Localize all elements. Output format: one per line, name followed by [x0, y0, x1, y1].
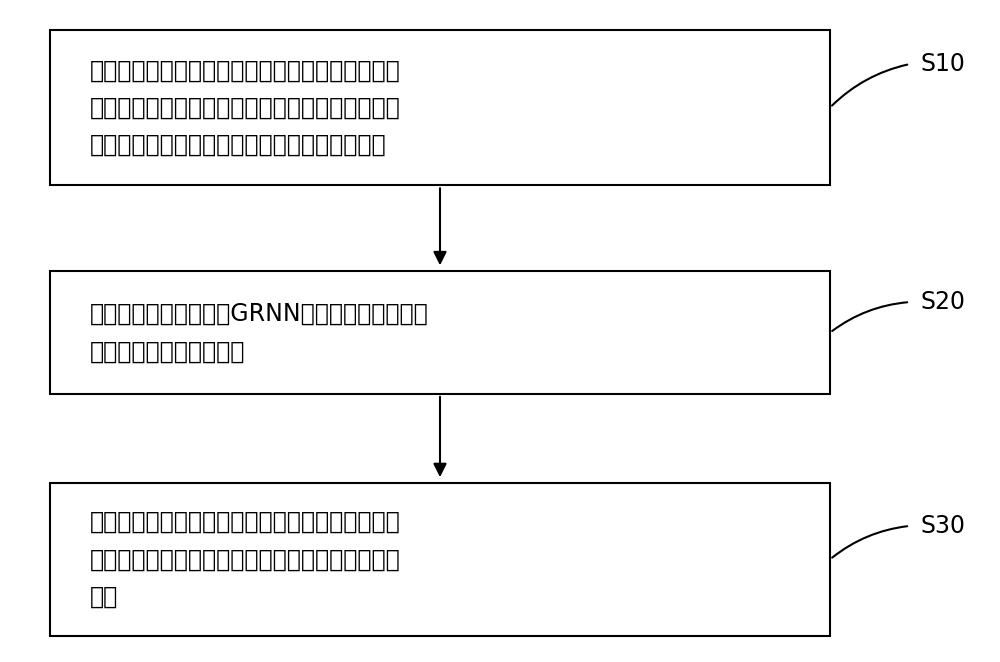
Text: 利用所述参数预测收率的模型预测的结果采用遗传
算法优化操作参数，以优化所述催化裂化装置轻油
收率: 利用所述参数预测收率的模型预测的结果采用遗传 算法优化操作参数，以优化所述催化裂…	[90, 510, 401, 608]
Bar	[50, 30, 830, 185]
Text: S10: S10	[920, 52, 965, 76]
Text: 获得参与催化裂化收率优化的参数的历史数据，以
及对应的计算实际收率的历史数据，并对获得的数
据进行异常值剔除和归一化操作，形成样本数据: 获得参与催化裂化收率优化的参数的历史数据，以 及对应的计算实际收率的历史数据，并…	[90, 58, 401, 157]
Text: S20: S20	[920, 290, 965, 314]
Text: S30: S30	[920, 514, 965, 538]
Bar	[50, 483, 830, 636]
Bar	[50, 271, 830, 394]
Text: 利用所述样本数据训练GRNN神经网络，获得根据
所述参数预测收率的模型: 利用所述样本数据训练GRNN神经网络，获得根据 所述参数预测收率的模型	[90, 302, 429, 363]
